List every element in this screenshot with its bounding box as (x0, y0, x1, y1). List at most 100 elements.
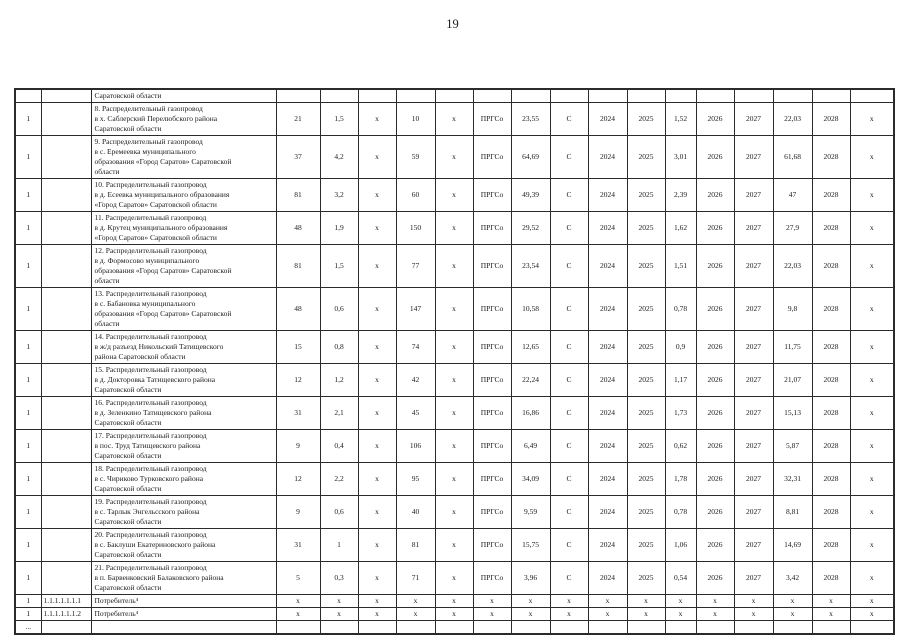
table-cell: x (357, 607, 397, 621)
table-cell: 1 (14, 429, 42, 463)
table-cell: 0,62 (664, 429, 697, 463)
table-cell: С (549, 287, 589, 331)
table-cell: 3,2 (319, 178, 359, 212)
table-cell: 1,73 (664, 396, 697, 430)
table-cell: 17. Распределительный газопровод в пос. … (90, 429, 277, 463)
table-cell (811, 620, 851, 635)
table-cell: 10,58 (510, 287, 551, 331)
table-cell (319, 88, 359, 103)
table-cell: 15. Распределительный газопровод в д. До… (90, 363, 277, 397)
table-cell: 1,9 (319, 211, 359, 245)
table-cell: x (357, 211, 397, 245)
table-cell: x (849, 363, 895, 397)
table-cell: 48 (275, 211, 321, 245)
table-cell: 71 (395, 561, 436, 595)
table-cell (587, 620, 628, 635)
table-cell: ... (14, 620, 42, 635)
table-cell: x (434, 330, 474, 364)
table-row: 1 13. Распределительный газопровод в с. Б… (14, 287, 895, 331)
table-cell: 15,75 (510, 528, 551, 562)
table-cell: 9 (275, 495, 321, 529)
table-cell: 47 (772, 178, 813, 212)
table-cell: 81 (395, 528, 436, 562)
table-cell: 2027 (733, 363, 774, 397)
table-row: 1 18. Распределительный газопровод в с. Ч… (14, 462, 895, 496)
table-cell: 1 (14, 211, 42, 245)
table-cell: 11,75 (772, 330, 813, 364)
table-cell: Потребитель⁴ (90, 607, 277, 621)
table-cell: 1 (14, 607, 42, 621)
table-cell: 6,49 (510, 429, 551, 463)
table-cell: С (549, 330, 589, 364)
table-cell: x (849, 528, 895, 562)
table-cell: 147 (395, 287, 436, 331)
table-cell: 74 (395, 330, 436, 364)
table-cell: ПРГСо (472, 429, 512, 463)
table-cell: x (434, 462, 474, 496)
table-cell: С (549, 363, 589, 397)
table-cell: x (626, 607, 666, 621)
table-cell: x (849, 396, 895, 430)
table-cell (626, 620, 666, 635)
table-cell (733, 620, 774, 635)
table-row: 1 1.1.1.1.1.1.1 Потребитель⁴ x x x x x x x x x x x x x x… (14, 594, 895, 608)
table-cell: 2024 (587, 528, 628, 562)
table-cell: 49,39 (510, 178, 551, 212)
table-cell: 2024 (587, 462, 628, 496)
table-cell: x (849, 462, 895, 496)
table-cell: x (849, 594, 895, 608)
table-cell: 2024 (587, 287, 628, 331)
table-row: 1 8. Распределительный газопровод в х. Са… (14, 102, 895, 136)
table-cell: Потребитель⁴ (90, 594, 277, 608)
table-cell: x (510, 607, 551, 621)
table-cell: 2025 (626, 178, 666, 212)
table-cell (472, 88, 512, 103)
table-cell: x (357, 363, 397, 397)
table-cell: x (811, 594, 851, 608)
table-cell: 77 (395, 244, 436, 288)
table-cell: С (549, 429, 589, 463)
table-cell: x (849, 135, 895, 179)
table-cell: 22,03 (772, 102, 813, 136)
table-cell: 2028 (811, 561, 851, 595)
table-cell: 21. Распределительный газопровод в п. Ба… (90, 561, 277, 595)
table-cell: 2026 (695, 330, 735, 364)
table-cell (664, 620, 697, 635)
table-cell: 1 (14, 594, 42, 608)
table-row: 1 11. Распределительный газопровод в д. К… (14, 211, 895, 245)
table-cell: 64,69 (510, 135, 551, 179)
table-cell: 5,87 (772, 429, 813, 463)
table-row: 1 21. Распределительный газопровод в п. Б… (14, 561, 895, 595)
table-cell: x (434, 396, 474, 430)
table-cell: ПРГСо (472, 528, 512, 562)
table-cell (275, 620, 321, 635)
table-cell: x (849, 429, 895, 463)
table-cell: 2028 (811, 244, 851, 288)
table-cell: С (549, 211, 589, 245)
table-cell: 2028 (811, 178, 851, 212)
table-row: 1 17. Распределительный газопровод в пос.… (14, 429, 895, 463)
table-cell: x (434, 363, 474, 397)
table-cell: 2024 (587, 211, 628, 245)
table-cell: 31 (275, 396, 321, 430)
table-cell: 2026 (695, 396, 735, 430)
table-cell: С (549, 561, 589, 595)
table-cell: 2027 (733, 561, 774, 595)
table-row: 1 16. Распределительный газопровод в д. З… (14, 396, 895, 430)
table-cell: 1 (14, 135, 42, 179)
table-cell: x (772, 607, 813, 621)
table-cell: С (549, 396, 589, 430)
table-cell: 2024 (587, 135, 628, 179)
table-cell: 1 (319, 528, 359, 562)
table-cell (664, 88, 697, 103)
table-cell (733, 88, 774, 103)
table-cell: x (395, 594, 436, 608)
table-cell: 2027 (733, 429, 774, 463)
table-cell: 2024 (587, 396, 628, 430)
table-cell: 9,8 (772, 287, 813, 331)
table-cell: x (849, 561, 895, 595)
table-cell: x (357, 561, 397, 595)
table-cell: 2026 (695, 495, 735, 529)
table-row: 1 12. Распределительный газопровод в д. Ф… (14, 244, 895, 288)
table-cell: 2025 (626, 495, 666, 529)
